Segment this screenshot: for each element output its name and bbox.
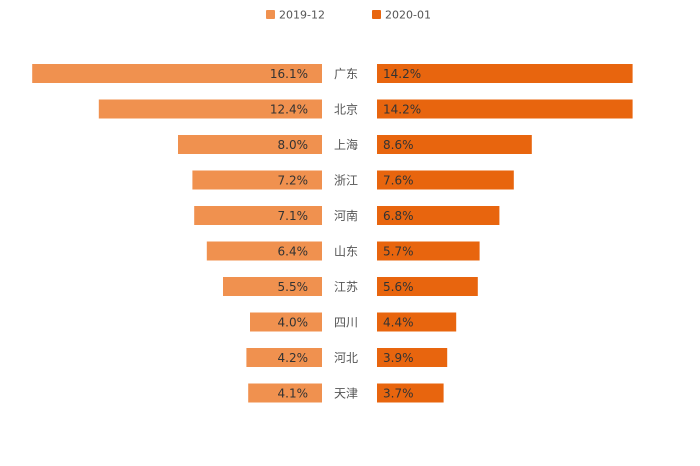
value-label-2020-01-r0: 14.2% xyxy=(383,67,421,81)
legend-label-2019-12: 2019-12 xyxy=(279,9,325,22)
category-label-r8: 河北 xyxy=(334,351,358,365)
bar-2020-01-r7 xyxy=(377,312,457,332)
value-label-2019-12-r0: 16.1% xyxy=(270,67,308,81)
bar-2019-12-r7 xyxy=(250,312,322,332)
bar-2020-01-r3 xyxy=(377,170,514,190)
bars-group: 16.1% 14.2% 广东 12.4% 14.2% 北京 8.0% 8.6% 上海 7.2% 7.… xyxy=(32,64,633,403)
category-label-r5: 山东 xyxy=(334,245,358,259)
bar-2020-01-r0 xyxy=(377,64,633,83)
legend-swatch-2020-01 xyxy=(372,10,381,19)
bar-2020-01-r8 xyxy=(377,348,448,367)
legend-swatch-2019-12 xyxy=(266,10,275,19)
value-label-2019-12-r1: 12.4% xyxy=(270,103,308,117)
category-label-r0: 广东 xyxy=(334,67,358,81)
bar-2019-12-r0 xyxy=(32,64,322,83)
value-label-2020-01-r7: 4.4% xyxy=(383,316,414,330)
bar-2019-12-r8 xyxy=(246,348,322,367)
value-label-2020-01-r3: 7.6% xyxy=(383,174,414,188)
bar-2020-01-r9 xyxy=(377,383,444,403)
category-label-r7: 四川 xyxy=(334,316,358,330)
value-label-2020-01-r9: 3.7% xyxy=(383,387,414,401)
bar-2019-12-r3 xyxy=(192,170,322,190)
bar-2020-01-r2 xyxy=(377,135,532,154)
bar-2019-12-r4 xyxy=(194,206,322,225)
value-label-2019-12-r9: 4.1% xyxy=(278,387,309,401)
value-label-2020-01-r2: 8.6% xyxy=(383,138,414,152)
value-label-2019-12-r7: 4.0% xyxy=(278,316,309,330)
value-label-2019-12-r4: 7.1% xyxy=(278,209,309,223)
category-label-r4: 河南 xyxy=(334,208,358,223)
value-label-2020-01-r8: 3.9% xyxy=(383,351,414,365)
bar-2019-12-r9 xyxy=(248,383,322,403)
value-label-2019-12-r6: 5.5% xyxy=(278,280,309,294)
value-label-2020-01-r1: 14.2% xyxy=(383,103,421,117)
value-label-2019-12-r5: 6.4% xyxy=(278,245,309,259)
category-label-r3: 浙江 xyxy=(334,174,358,188)
legend: 2019-12 2020-01 xyxy=(266,9,431,22)
legend-label-2020-01: 2020-01 xyxy=(385,9,431,22)
bar-2020-01-r1 xyxy=(377,99,633,119)
category-label-r9: 天津 xyxy=(334,387,358,401)
category-label-r1: 北京 xyxy=(334,103,358,117)
bar-2019-12-r6 xyxy=(223,277,322,296)
value-label-2020-01-r5: 5.7% xyxy=(383,245,414,259)
category-label-r6: 江苏 xyxy=(334,280,358,294)
bar-2019-12-r5 xyxy=(206,241,322,261)
category-label-r2: 上海 xyxy=(334,137,358,152)
value-label-2019-12-r3: 7.2% xyxy=(278,174,309,188)
value-label-2019-12-r8: 4.2% xyxy=(278,351,309,365)
value-label-2020-01-r4: 6.8% xyxy=(383,209,414,223)
value-label-2020-01-r6: 5.6% xyxy=(383,280,414,294)
bar-2020-01-r4 xyxy=(377,206,500,225)
bar-2020-01-r5 xyxy=(377,241,480,261)
bar-2020-01-r6 xyxy=(377,277,478,296)
bar-2019-12-r2 xyxy=(178,135,322,154)
value-label-2019-12-r2: 8.0% xyxy=(278,138,309,152)
bar-2019-12-r1 xyxy=(98,99,322,119)
